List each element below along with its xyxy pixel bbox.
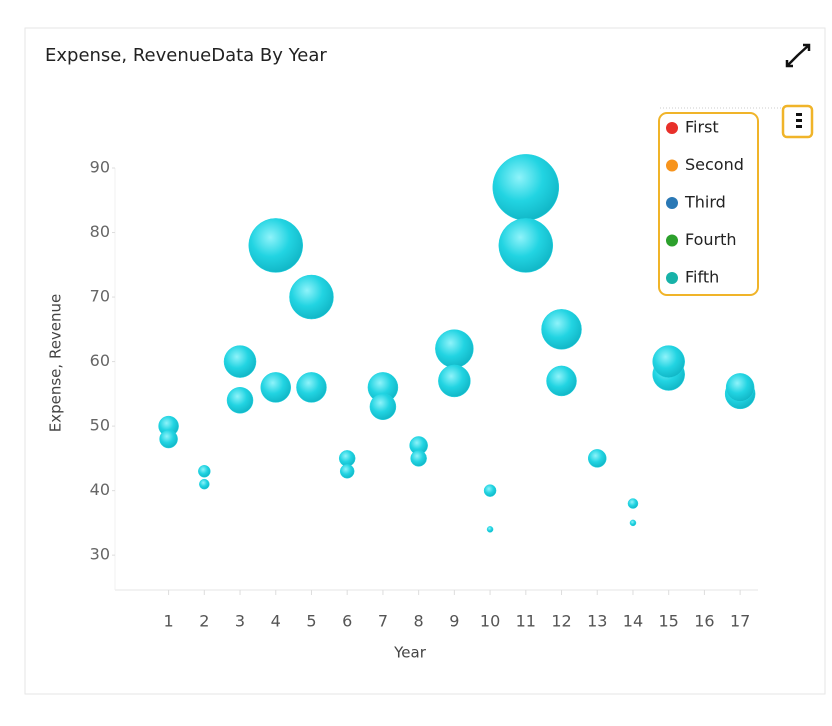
x-tick-label: 15: [659, 612, 679, 631]
x-tick-label: 6: [342, 612, 352, 631]
x-tick-label: 7: [378, 612, 388, 631]
bubble[interactable]: [338, 450, 356, 467]
legend-label: Fourth: [685, 230, 737, 249]
bubble[interactable]: [223, 345, 257, 378]
bubble[interactable]: [369, 393, 397, 420]
y-tick-label: 30: [90, 545, 110, 564]
bubble[interactable]: [339, 464, 355, 479]
x-axis-label: Year: [393, 644, 427, 662]
legend-swatch: [666, 197, 678, 209]
expand-button[interactable]: [785, 43, 811, 68]
y-tick-label: 60: [90, 351, 110, 370]
x-tick-label: 1: [163, 612, 173, 631]
x-tick-label: 5: [306, 612, 316, 631]
bubble[interactable]: [410, 450, 427, 467]
menu-icon: [796, 113, 802, 128]
bubble[interactable]: [486, 526, 494, 533]
legend-swatch: [666, 122, 678, 134]
bubble[interactable]: [541, 309, 582, 350]
legend-swatch: [666, 272, 678, 284]
bubble[interactable]: [289, 274, 334, 320]
bubble[interactable]: [629, 519, 637, 527]
x-tick-label: 8: [414, 612, 424, 631]
y-tick-label: 80: [90, 222, 110, 241]
y-tick-label: 40: [90, 480, 110, 499]
x-tick-label: 13: [587, 612, 607, 631]
legend-item[interactable]: Fifth: [666, 268, 719, 287]
bubble[interactable]: [226, 387, 254, 414]
bubble[interactable]: [492, 154, 560, 221]
legend-label: Second: [685, 155, 744, 174]
bubble[interactable]: [546, 365, 577, 397]
legend: First Second Third Fourth Fifth: [666, 118, 744, 287]
x-tick-label: 2: [199, 612, 209, 631]
legend-item[interactable]: Third: [666, 193, 726, 212]
legend-item[interactable]: First: [666, 118, 719, 137]
y-tick-label: 90: [90, 158, 110, 177]
x-tick-label: 11: [516, 612, 536, 631]
x-tick-label: 10: [480, 612, 500, 631]
bubble[interactable]: [498, 218, 554, 273]
bubble[interactable]: [435, 329, 474, 368]
legend-box: [658, 112, 759, 296]
legend-item[interactable]: Second: [666, 155, 744, 174]
bubble[interactable]: [652, 345, 685, 378]
y-tick-label: 50: [90, 416, 110, 435]
bubble[interactable]: [627, 498, 639, 509]
legend-swatch: [666, 159, 678, 172]
y-axis-label: Expense, Revenue: [47, 294, 65, 433]
x-tick-label: 3: [235, 612, 245, 631]
bubble[interactable]: [725, 373, 755, 402]
bubble[interactable]: [198, 465, 211, 478]
chart-title: Expense, RevenueData By Year: [45, 45, 327, 66]
legend-label: First: [685, 118, 719, 137]
bubble[interactable]: [159, 429, 178, 449]
y-tick-label: 70: [90, 287, 110, 306]
x-tick-label: 17: [730, 612, 750, 631]
bubble[interactable]: [588, 449, 607, 468]
x-tick-label: 12: [551, 612, 571, 631]
legend-item[interactable]: Fourth: [666, 230, 737, 249]
bubble[interactable]: [483, 484, 497, 497]
legend-label: Fifth: [685, 268, 719, 287]
bubble[interactable]: [260, 372, 291, 403]
bubble[interactable]: [438, 364, 471, 398]
x-tick-label: 4: [271, 612, 281, 631]
x-tick-label: 14: [623, 612, 643, 631]
legend-swatch: [666, 234, 678, 247]
x-tick-label: 9: [449, 612, 459, 631]
bubble[interactable]: [199, 478, 210, 490]
legend-label: Third: [684, 193, 726, 212]
bubble[interactable]: [296, 372, 327, 403]
bubble[interactable]: [248, 218, 303, 273]
x-tick-label: 16: [694, 612, 714, 631]
